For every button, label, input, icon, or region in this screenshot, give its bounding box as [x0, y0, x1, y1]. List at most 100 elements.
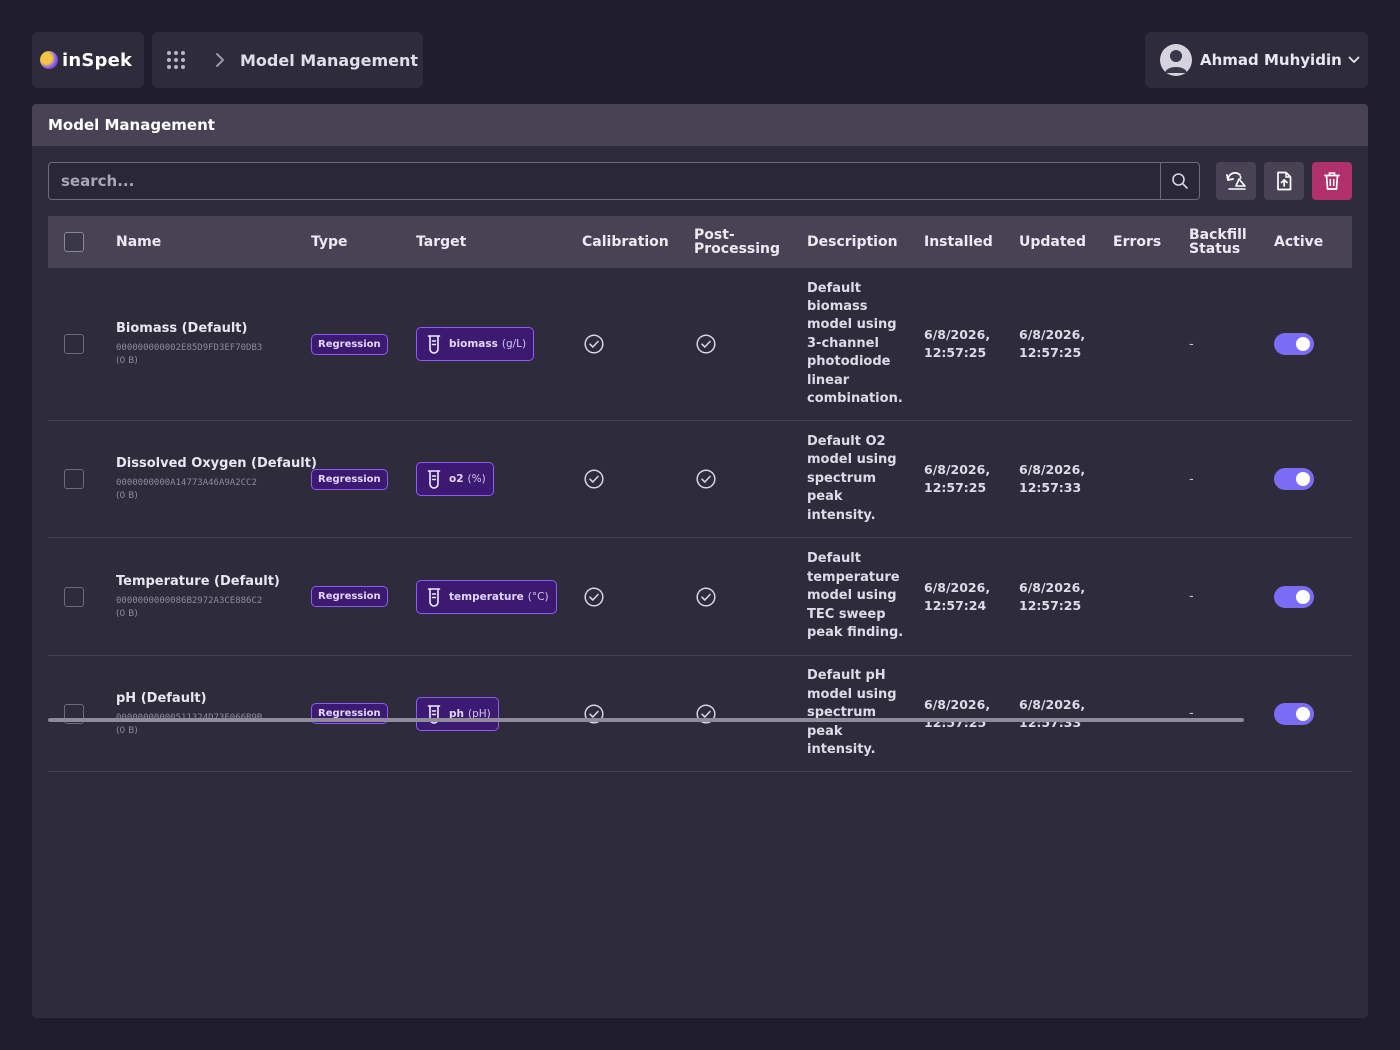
- user-name: Ahmad Muhyidin: [1200, 51, 1342, 69]
- column-header-type[interactable]: Type: [311, 234, 348, 250]
- row-checkbox[interactable]: [64, 421, 84, 537]
- model-id: 00000000000511324D73E066B9B: [116, 712, 262, 725]
- target-name: temperature: [449, 590, 524, 603]
- model-size: (0 B): [116, 608, 138, 619]
- model-id: 000000000002E85D9FD3EF70DB3: [116, 343, 263, 353]
- backfill-status: -: [1189, 706, 1194, 721]
- target-name: ph: [449, 707, 464, 720]
- table-row: Dissolved Oxygen (Default) 0000000000A14…: [48, 421, 1352, 538]
- model-name[interactable]: Dissolved Oxygen (Default): [116, 456, 317, 471]
- active-toggle[interactable]: [1274, 421, 1314, 537]
- test-tube-icon: [427, 335, 441, 354]
- model-description: Default temperature model using TEC swee…: [807, 551, 904, 641]
- column-header-post-processing[interactable]: Post-Processing: [694, 227, 781, 257]
- test-tube-icon: [427, 587, 441, 607]
- column-header-backfill-status[interactable]: Backfill Status: [1189, 227, 1247, 257]
- backfill-status: -: [1189, 471, 1194, 487]
- calibration-check-icon: [584, 421, 604, 537]
- installed-cell: 6/8/2026, 12:57:25: [924, 656, 1004, 771]
- backfill-cell: -: [1189, 421, 1194, 537]
- upload-file-icon: [1277, 171, 1292, 191]
- target-cell: o2 (%): [416, 421, 494, 537]
- calibration-check-icon: [584, 656, 604, 771]
- search-bar: [48, 162, 1200, 200]
- installed-date: 6/8/2026, 12:57:25: [924, 462, 991, 495]
- target-badge: temperature (°C): [416, 579, 557, 614]
- type-cell: Regression: [311, 268, 388, 420]
- target-unit: (°C): [527, 590, 549, 603]
- chevron-down-icon: [1348, 56, 1360, 64]
- column-header-calibration[interactable]: Calibration: [582, 234, 669, 250]
- delete-button[interactable]: [1312, 162, 1352, 200]
- model-size: (0 B): [116, 725, 138, 736]
- logo-mark-icon: [40, 51, 58, 69]
- row-checkbox[interactable]: [64, 656, 84, 771]
- description-cell: Default pH model using spectrum peak int…: [807, 656, 907, 771]
- backfill-cell: -: [1189, 538, 1194, 655]
- row-checkbox[interactable]: [64, 268, 84, 420]
- models-table: Name Type Target Calibration Post-Proces…: [48, 216, 1352, 772]
- type-cell: Regression: [311, 656, 388, 771]
- column-header-installed[interactable]: Installed: [924, 234, 993, 250]
- name-cell: pH (Default) 00000000000511324D73E066B9B…: [116, 656, 262, 771]
- column-header-description[interactable]: Description: [807, 234, 898, 250]
- calibration-check-icon: [584, 538, 604, 655]
- logo-home-link[interactable]: inSpek: [32, 32, 144, 88]
- installed-cell: 6/8/2026, 12:57:25: [924, 268, 1004, 420]
- search-icon: [1172, 173, 1188, 189]
- type-badge: Regression: [311, 468, 388, 490]
- column-header-errors[interactable]: Errors: [1113, 234, 1162, 250]
- row-checkbox[interactable]: [64, 538, 84, 655]
- model-name[interactable]: Biomass (Default): [116, 321, 248, 336]
- model-description: Default pH model using spectrum peak int…: [807, 668, 897, 758]
- updated-date: 6/8/2026, 12:57:33: [1019, 696, 1086, 730]
- upload-model-button[interactable]: [1264, 162, 1304, 200]
- apps-grid-icon[interactable]: [152, 32, 200, 88]
- target-unit: (pH): [468, 707, 491, 720]
- model-id: 0000000000A14773A46A9A2CC2: [116, 478, 257, 488]
- search-button[interactable]: [1160, 163, 1199, 199]
- installed-date: 6/8/2026, 12:57:25: [924, 696, 991, 730]
- target-name: biomass: [449, 338, 498, 350]
- model-name[interactable]: Temperature (Default): [116, 573, 280, 589]
- trash-icon: [1324, 172, 1340, 190]
- target-name: o2: [449, 473, 464, 485]
- updated-cell: 6/8/2026, 12:57:25: [1019, 268, 1099, 420]
- backfill-cell: -: [1189, 268, 1194, 420]
- column-header-updated[interactable]: Updated: [1019, 234, 1087, 250]
- select-all-checkbox[interactable]: [64, 216, 84, 268]
- backfill-status: -: [1189, 589, 1194, 604]
- installed-date: 6/8/2026, 12:57:24: [924, 579, 991, 613]
- column-header-target[interactable]: Target: [416, 234, 467, 250]
- breadcrumb: Model Management: [152, 32, 423, 88]
- breadcrumb-current: Model Management: [240, 50, 419, 70]
- model-id: 0000000000086B2972A3CE886C2: [116, 595, 263, 606]
- column-header-active[interactable]: Active: [1274, 234, 1324, 250]
- table-row: pH (Default) 00000000000511324D73E066B9B…: [48, 656, 1352, 772]
- name-cell: Dissolved Oxygen (Default) 0000000000A14…: [116, 421, 317, 537]
- chevron-right-icon: [200, 52, 240, 68]
- user-menu-button[interactable]: Ahmad Muhyidin: [1145, 32, 1368, 88]
- horizontal-scrollbar[interactable]: [48, 718, 1244, 722]
- installed-cell: 6/8/2026, 12:57:25: [924, 421, 1004, 537]
- type-cell: Regression: [311, 421, 388, 537]
- table-header: Name Type Target Calibration Post-Proces…: [48, 216, 1352, 268]
- description-cell: Default temperature model using TEC swee…: [807, 538, 907, 655]
- backfill-status: -: [1189, 336, 1194, 352]
- table-row: Temperature (Default) 0000000000086B2972…: [48, 538, 1352, 656]
- post-processing-check-icon: [696, 421, 716, 537]
- column-header-name[interactable]: Name: [116, 234, 162, 250]
- active-toggle[interactable]: [1274, 268, 1314, 420]
- search-input[interactable]: [49, 163, 1160, 199]
- updated-cell: 6/8/2026, 12:57:33: [1019, 421, 1099, 537]
- description-cell: Default O2 model using spectrum peak int…: [807, 421, 907, 537]
- model-management-panel: Model Management Name Type Target Calibr…: [32, 104, 1368, 1018]
- installed-cell: 6/8/2026, 12:57:24: [924, 538, 1004, 655]
- recalibrate-button[interactable]: [1216, 162, 1256, 200]
- active-toggle[interactable]: [1274, 538, 1314, 655]
- panel-title: Model Management: [48, 116, 215, 134]
- model-name[interactable]: pH (Default): [116, 690, 207, 706]
- updated-date: 6/8/2026, 12:57:25: [1019, 579, 1086, 613]
- active-toggle[interactable]: [1274, 656, 1314, 771]
- target-cell: biomass (g/L): [416, 268, 535, 420]
